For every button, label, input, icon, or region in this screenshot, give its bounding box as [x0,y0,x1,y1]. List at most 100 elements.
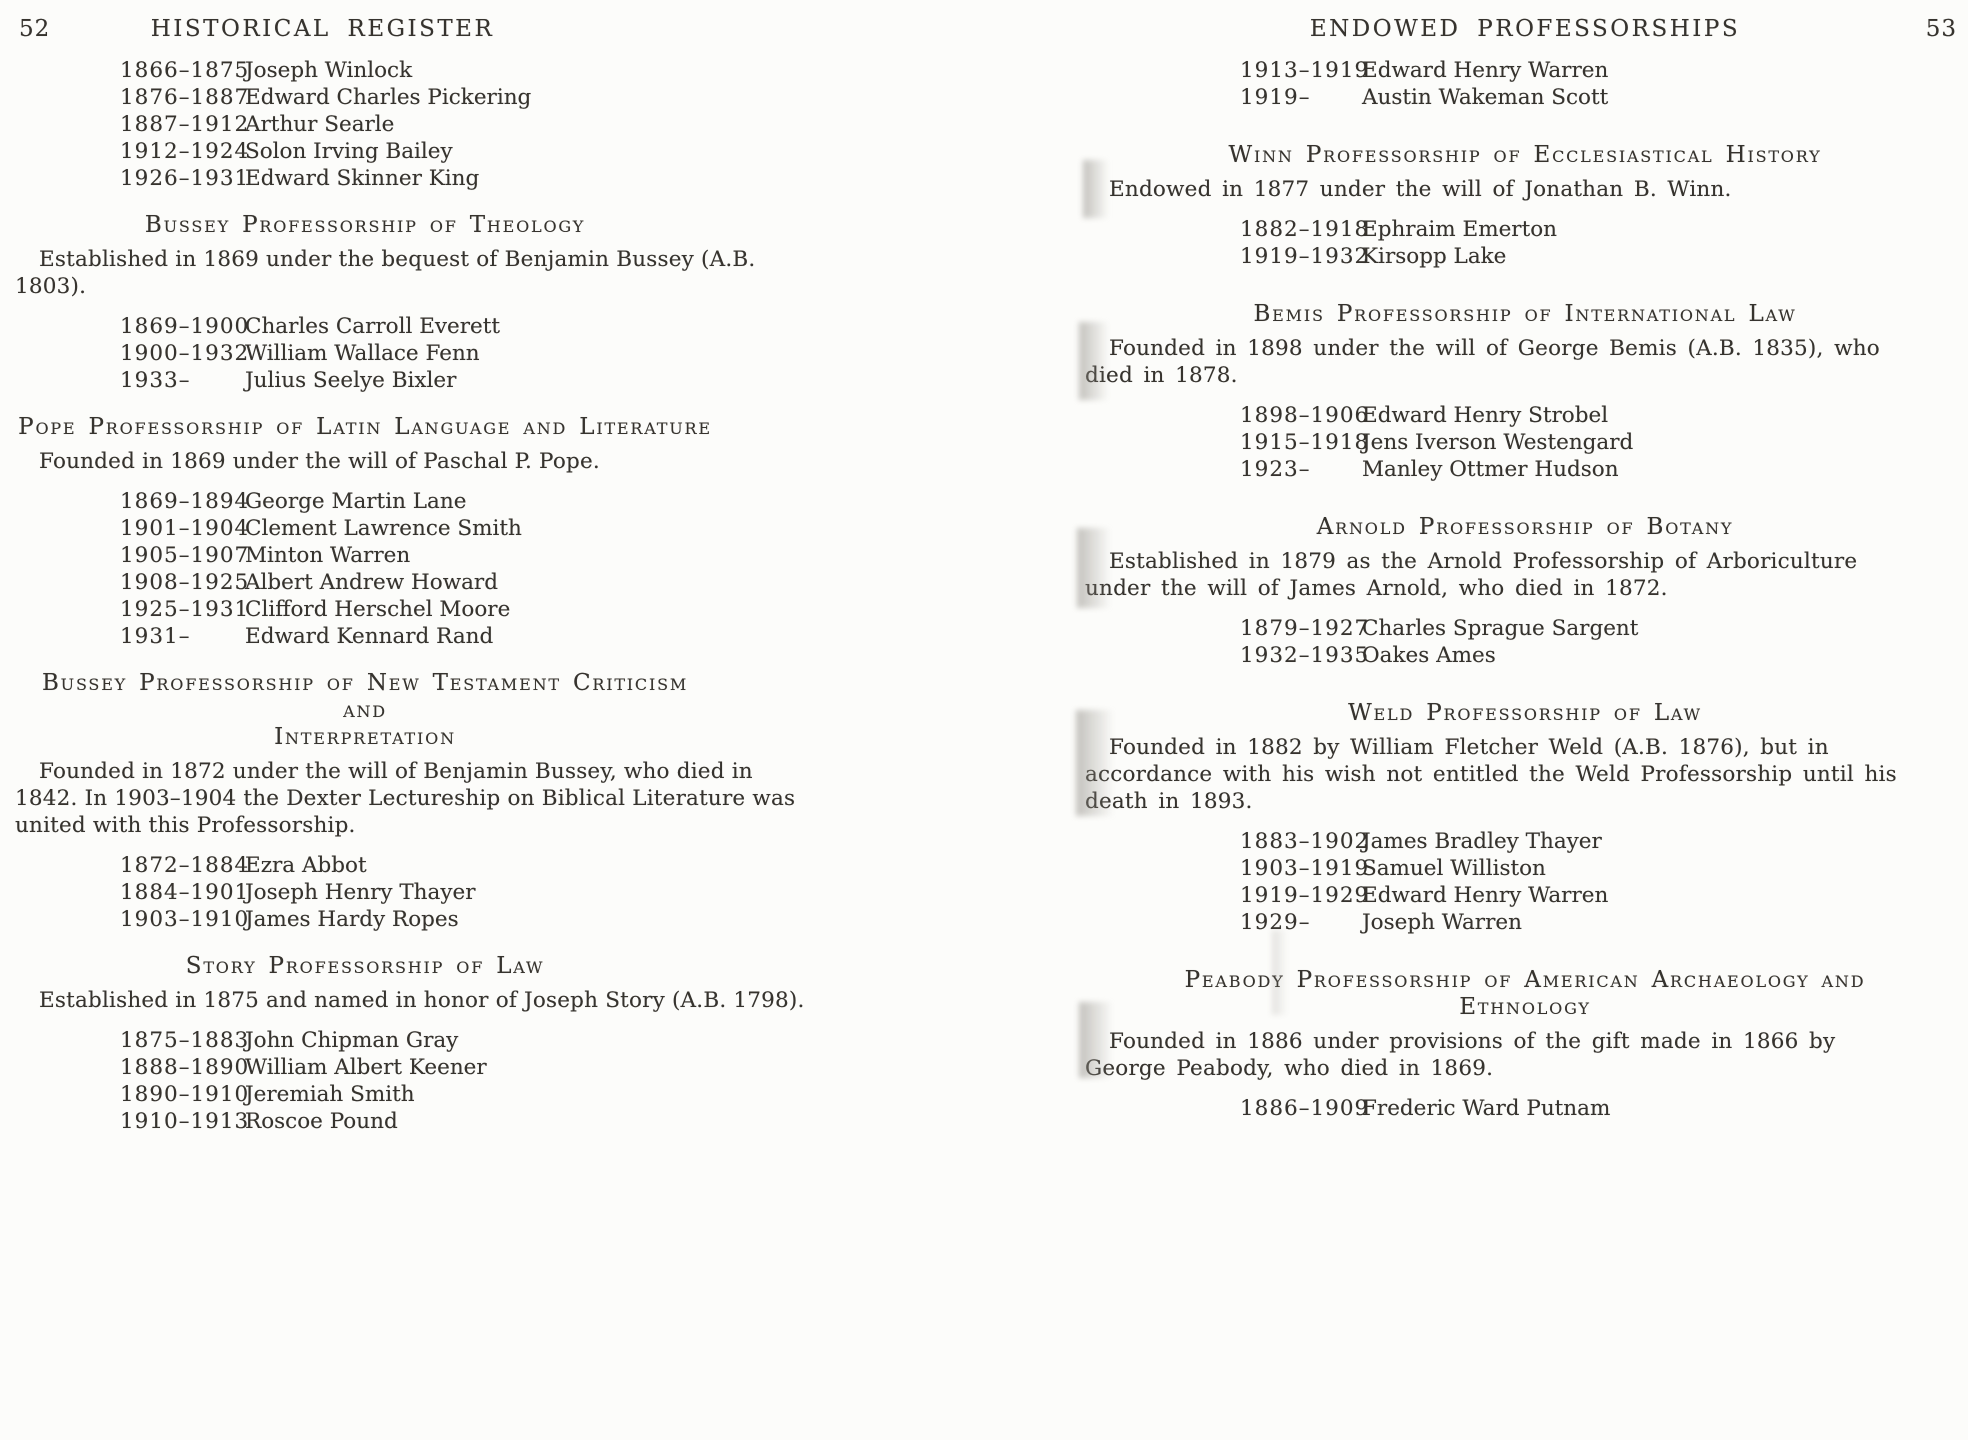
term-years: 1869–1894 [120,489,250,514]
term-years: 1875–1883 [120,1028,250,1053]
term-years: 1925–1931 [120,597,250,622]
section-heading: Pope Professorship of Latin Language and… [15,414,715,441]
list-item: 1932–1935 Oakes Ames [1240,642,1965,669]
paragraph-line: Founded in 1869 under the will of Pascha… [39,449,600,474]
body-paragraph: Established in 1879 as the Arnold Profes… [1085,548,1965,602]
term-years: 1912–1924 [120,139,250,164]
paragraph-line: Established in 1869 under the bequest of… [39,247,756,272]
professor-name: William Wallace Fenn [245,341,480,366]
list-item: 1912–1924 Solon Irving Bailey [120,138,715,165]
list-item: 1875–1883 John Chipman Gray [120,1027,715,1054]
term-years: 1883–1902 [1240,829,1370,854]
list-item: 1919–1932 Kirsopp Lake [1240,243,1965,270]
term-years: 1913–1919 [1240,58,1370,83]
list-item: 1882–1918 Ephraim Emerton [1240,216,1965,243]
professor-name: James Hardy Ropes [245,907,459,932]
section-heading-line: Interpretation [274,724,456,750]
professor-name: Kirsopp Lake [1362,244,1507,269]
professor-name: Albert Andrew Howard [245,570,498,595]
body-paragraph: Founded in 1882 by William Fletcher Weld… [1085,734,1965,815]
section-heading: Winn Professorship of Ecclesiastical His… [1085,142,1965,169]
term-years: 1876–1887 [120,85,250,110]
section-heading: Bussey Professorship of Theology [15,212,715,239]
running-head-right: ENDOWED PROFESSORSHIPS [1309,16,1741,42]
professor-name: William Albert Keener [245,1055,487,1080]
professor-name: Edward Kennard Rand [245,624,494,649]
body-paragraph: Established in 1869 under the bequest of… [15,246,756,300]
paragraph-line: Founded in 1872 under the will of Benjam… [39,759,753,784]
page-left-header: 52 HISTORICAL REGISTER [15,0,715,44]
list-item: 1925–1931 Clifford Herschel Moore [120,596,715,623]
term-years: 1869–1900 [120,314,250,339]
professor-name: Manley Ottmer Hudson [1362,457,1619,482]
list-item: 1879–1927 Charles Sprague Sargent [1240,615,1965,642]
section-heading-line: Story Professorship of Law [185,953,545,979]
list-item: 1919–1929 Edward Henry Warren [1240,882,1965,909]
term-years: 1866–1875 [120,58,250,83]
professor-name: Frederic Ward Putnam [1362,1096,1611,1121]
professor-name: Edward Skinner King [245,166,480,191]
list-item: 1931– Edward Kennard Rand [120,623,715,650]
section-heading-line: Peabody Professorship of American Archae… [1184,967,1866,993]
section-heading: Arnold Professorship of Botany [1085,514,1965,541]
list-item: 1883–1902 James Bradley Thayer [1240,828,1965,855]
term-years: 1910–1913 [120,1109,250,1134]
professor-name: John Chipman Gray [245,1028,459,1053]
body-paragraph: Endowed in 1877 under the will of Jonath… [1085,176,1965,203]
professor-name: Edward Henry Warren [1362,883,1609,908]
term-years: 1923– [1240,457,1311,482]
list-item: 1869–1894 George Martin Lane [120,488,715,515]
list-item: 1876–1887 Edward Charles Pickering [120,84,715,111]
paragraph-line: Endowed in 1877 under the will of Jonath… [1109,177,1732,202]
list-item: 1913–1919 Edward Henry Warren [1240,57,1965,84]
professor-name: Clifford Herschel Moore [245,597,511,622]
running-head-left: HISTORICAL REGISTER [150,16,495,42]
list-item: 1923– Manley Ottmer Hudson [1240,456,1965,483]
professor-name: Charles Sprague Sargent [1362,616,1639,641]
section-heading: Peabody Professorship of American Archae… [1085,967,1965,1021]
professor-name: Julius Seelye Bixler [245,368,457,393]
professor-name: Arthur Searle [245,112,395,137]
page-number-right: 53 [1925,16,1957,42]
term-years: 1903–1919 [1240,856,1370,881]
section-heading-line: Arnold Professorship of Botany [1316,514,1734,540]
professor-name: Oakes Ames [1362,643,1496,668]
professor-name: Joseph Winlock [245,58,413,83]
professor-name: Jens Iverson Westengard [1362,430,1634,455]
succession-list: 1872–1884 Ezra Abbot 1884–1901 Joseph Henry… [120,852,715,933]
professor-name: George Martin Lane [245,489,467,514]
list-item: 1926–1931 Edward Skinner King [120,165,715,192]
term-years: 1872–1884 [120,853,250,878]
body-paragraph: Founded in 1869 under the will of Pascha… [15,448,715,475]
term-years: 1919– [1240,85,1311,110]
list-item: 1908–1925 Albert Andrew Howard [120,569,715,596]
section-heading-line: Weld Professorship of Law [1348,700,1702,726]
paragraph-line: under the will of James Arnold, who died… [1085,576,1668,601]
succession-list: 1898–1906 Edward Henry Strobel 1915–1918 Je… [1240,402,1965,483]
succession-list: 1886–1909 Frederic Ward Putnam [1240,1095,1965,1122]
paragraph-line: death in 1893. [1085,789,1253,814]
section-heading: Story Professorship of Law [15,953,715,980]
paragraph-line: Founded in 1886 under provisions of the … [1109,1029,1836,1054]
section-heading-line: Bemis Professorship of International Law [1253,301,1797,327]
succession-list: 1913–1919 Edward Henry Warren 1919– Austin … [1240,57,1965,111]
term-years: 1905–1907 [120,543,250,568]
page-right-content: 1913–1919 Edward Henry Warren 1919– Austin … [1085,57,1965,1122]
paragraph-line: died in 1878. [1085,363,1238,388]
succession-list: 1882–1918 Ephraim Emerton 1919–1932 Kirsopp… [1240,216,1965,270]
list-item: 1903–1919 Samuel Williston [1240,855,1965,882]
term-years: 1932–1935 [1240,643,1370,668]
professor-name: Roscoe Pound [245,1109,398,1134]
professor-name: Edward Henry Strobel [1362,403,1609,428]
list-item: 1929– Joseph Warren [1240,909,1965,936]
term-years: 1884–1901 [120,880,250,905]
list-item: 1866–1875 Joseph Winlock [120,57,715,84]
succession-list: 1869–1900 Charles Carroll Everett 1900–193… [120,313,715,394]
term-years: 1926–1931 [120,166,250,191]
term-years: 1915–1918 [1240,430,1370,455]
list-item: 1872–1884 Ezra Abbot [120,852,715,879]
list-item: 1901–1904 Clement Lawrence Smith [120,515,715,542]
professor-name: Charles Carroll Everett [245,314,501,339]
page-left-content: 1866–1875 Joseph Winlock 1876–1887 Edward C… [15,57,804,1135]
